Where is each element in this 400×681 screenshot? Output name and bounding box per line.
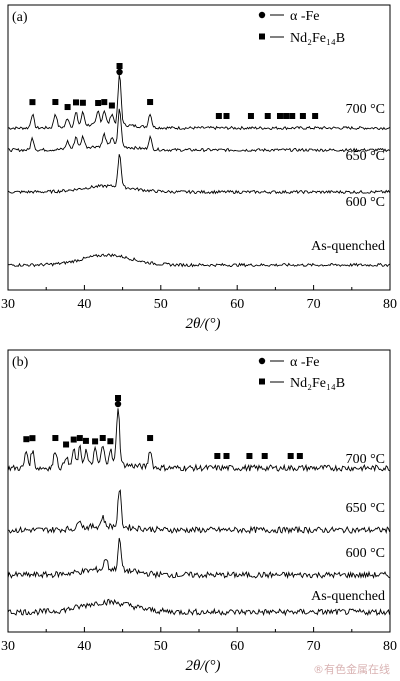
xrd-trace-600--c (7, 537, 390, 580)
xrd-trace-700--c (7, 74, 390, 131)
nd2fe14b-marker (29, 99, 36, 106)
x-tick-label: 50 (154, 297, 168, 312)
nd2fe14b-marker (276, 113, 283, 119)
nd2fe14b-marker (283, 113, 290, 119)
trace-label: 700 °C (346, 102, 385, 117)
nd2fe14b-marker (99, 435, 106, 442)
x-tick-label: 70 (307, 297, 321, 312)
legend-square-marker (259, 33, 265, 40)
x-tick-label: 50 (154, 639, 168, 654)
nd2fe14b-marker (147, 99, 154, 106)
nd2fe14b-marker (223, 113, 230, 119)
x-axis-label: 2θ/(°) (185, 658, 220, 674)
panel-label: (a) (12, 10, 28, 25)
legend-circle-marker (258, 11, 266, 19)
nd2fe14b-marker (64, 104, 71, 111)
trace-label: As-quenched (311, 239, 385, 254)
x-tick-label: 70 (307, 639, 321, 654)
nd2fe14b-marker (261, 453, 268, 459)
trace-label: 650 °C (346, 149, 385, 164)
nd2fe14b-marker (23, 436, 30, 443)
trace-label: 600 °C (346, 546, 385, 561)
nd2fe14b-marker (82, 437, 89, 444)
panel-label: (b) (12, 355, 29, 370)
nd2fe14b-marker (63, 441, 70, 448)
nd2fe14b-marker (264, 113, 271, 119)
x-tick-label: 30 (1, 297, 15, 312)
legend-label: Nd₂Fe₁₄B (290, 376, 345, 391)
legend-circle-marker (258, 357, 266, 365)
legend-label: α -Fe (290, 355, 320, 370)
nd2fe14b-marker (116, 62, 123, 69)
xrd-trace-as-quenched (7, 253, 390, 268)
alpha-fe-marker (116, 68, 123, 76)
nd2fe14b-marker (296, 453, 303, 459)
nd2fe14b-marker (289, 113, 296, 119)
x-tick-label: 60 (230, 639, 244, 654)
x-tick-label: 40 (77, 297, 91, 312)
legend-square-marker (259, 378, 265, 385)
nd2fe14b-marker (215, 113, 222, 119)
legend-label: α -Fe (290, 9, 320, 24)
nd2fe14b-marker (147, 435, 154, 442)
trace-label: 600 °C (346, 195, 385, 210)
x-tick-label: 80 (383, 297, 397, 312)
x-axis-label: 2θ/(°) (185, 316, 220, 332)
x-tick-label: 80 (383, 639, 397, 654)
nd2fe14b-marker (101, 99, 108, 106)
panel-b: 30 40 50 60 70 80 2θ/(°) (b) α -Fe Nd₂Fe₁₄B 700 °C… (1, 349, 397, 674)
xrd-trace-650--c (7, 489, 391, 535)
nd2fe14b-marker (72, 99, 79, 106)
xrd-trace-700--c (7, 408, 390, 473)
panel-a: 30 40 50 60 70 80 2θ/(°) (a) α -Fe Nd₂Fe₁₄B 700 °C… (1, 4, 397, 332)
nd2fe14b-marker (299, 113, 306, 119)
watermark-text: ®有色金属在线 (313, 663, 390, 676)
nd2fe14b-marker (70, 436, 77, 443)
trace-label: 700 °C (346, 452, 385, 467)
x-tick-label: 30 (1, 639, 15, 654)
nd2fe14b-marker (214, 453, 221, 459)
trace-label: 650 °C (346, 501, 385, 516)
nd2fe14b-marker (115, 394, 122, 401)
nd2fe14b-marker (246, 453, 253, 459)
x-tick-label: 40 (77, 639, 91, 654)
nd2fe14b-marker (312, 113, 319, 119)
x-tick-label: 60 (230, 297, 244, 312)
nd2fe14b-marker (247, 113, 254, 119)
trace-label: As-quenched (311, 589, 385, 604)
alpha-fe-marker (114, 400, 122, 408)
nd2fe14b-marker (29, 435, 36, 442)
xrd-trace-as-quenched (7, 598, 391, 617)
nd2fe14b-marker (223, 453, 230, 459)
nd2fe14b-marker (287, 453, 294, 459)
nd2fe14b-marker (92, 438, 99, 445)
nd2fe14b-marker (108, 102, 115, 109)
nd2fe14b-marker (79, 99, 86, 106)
nd2fe14b-marker (76, 435, 83, 442)
nd2fe14b-marker (52, 99, 59, 106)
xrd-trace-600--c (7, 154, 390, 195)
xrd-trace-650--c (7, 108, 390, 153)
nd2fe14b-marker (107, 438, 114, 445)
legend-label: Nd₂Fe₁₄B (290, 31, 345, 46)
nd2fe14b-marker (52, 435, 59, 442)
nd2fe14b-marker (95, 100, 102, 107)
